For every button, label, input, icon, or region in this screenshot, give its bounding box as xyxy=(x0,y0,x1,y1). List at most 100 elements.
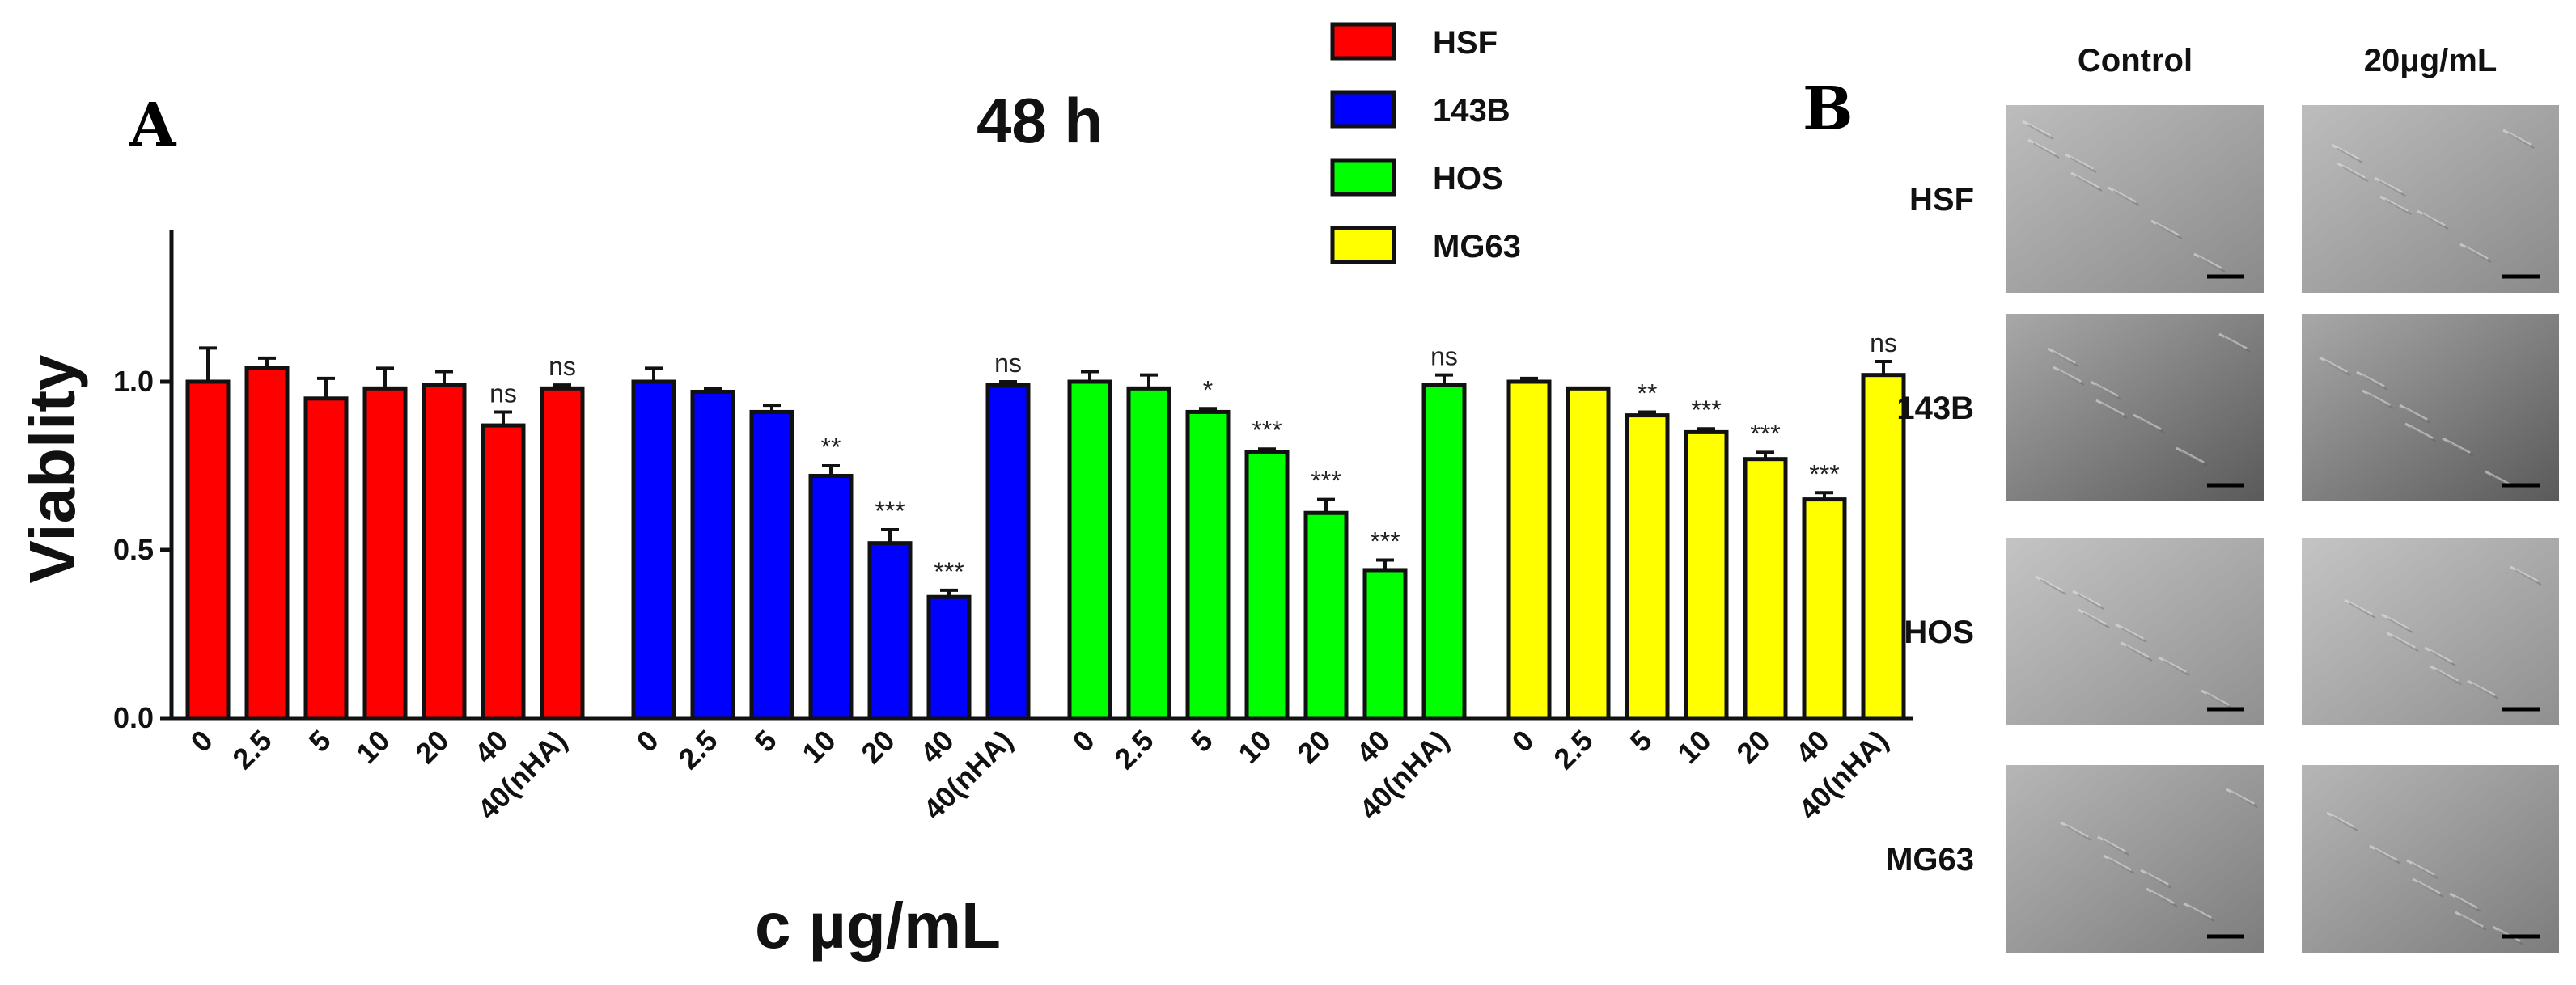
micrograph-image xyxy=(2006,765,2264,953)
x-tick-label: 0 xyxy=(1506,724,1540,759)
significance-label: *** xyxy=(1311,467,1341,496)
x-tick-label: 20 xyxy=(1730,724,1776,770)
x-tick-label: 20 xyxy=(409,724,455,770)
bar xyxy=(1067,379,1112,721)
x-tick-label: 40 xyxy=(1789,724,1835,770)
bar xyxy=(1506,379,1552,721)
significance-label: ns xyxy=(994,349,1022,378)
bar xyxy=(631,379,676,721)
bar xyxy=(1185,409,1231,721)
x-tick-label: 20 xyxy=(854,724,900,770)
x-tick-label: 5 xyxy=(748,724,783,759)
x-tick-label: 5 xyxy=(303,724,337,759)
micrograph-panel: Control 20μg/mL HSF 143B HOS MG63 xyxy=(1886,43,2559,953)
x-tick-label: 2.5 xyxy=(1108,724,1159,776)
legend-label: MG63 xyxy=(1433,229,1521,264)
bar xyxy=(1625,413,1670,721)
significance-label: *** xyxy=(934,557,964,586)
x-tick-label: 10 xyxy=(1671,724,1717,770)
legend-label: HOS xyxy=(1433,161,1503,197)
x-tick-label: 10 xyxy=(795,724,841,770)
x-tick-label: 40 xyxy=(1349,724,1396,770)
y-tick-label: 0.5 xyxy=(113,533,154,566)
significance-label: ns xyxy=(549,352,576,381)
panel-b-letter: B xyxy=(1803,74,1854,144)
x-tick-label: 5 xyxy=(1624,724,1659,759)
x-tick-label: 2.5 xyxy=(672,724,723,776)
legend-swatch-hos xyxy=(1330,158,1396,197)
bar xyxy=(749,409,794,721)
x-tick-label: 0 xyxy=(1066,724,1101,759)
significance-label: ns xyxy=(1870,328,1897,357)
significance-label: * xyxy=(1203,375,1213,404)
x-tick-label: 10 xyxy=(350,724,396,770)
bar xyxy=(690,389,735,721)
significance-label: *** xyxy=(1370,526,1400,556)
micrograph-row-label: MG63 xyxy=(1886,842,1974,877)
x-tick-label: 40 xyxy=(468,724,514,770)
bar xyxy=(362,386,408,721)
significance-label: ** xyxy=(1638,378,1658,408)
legend: HSF 143B HOS MG63 xyxy=(1330,22,1521,264)
bar xyxy=(985,383,1031,721)
micrograph-image xyxy=(2006,314,2264,501)
legend-label: HSF xyxy=(1433,25,1498,61)
legend-swatch-143b xyxy=(1330,90,1396,129)
micrograph-image xyxy=(2302,538,2559,725)
bar xyxy=(540,386,585,721)
micrograph-column-label: 20μg/mL xyxy=(2364,43,2498,78)
bar xyxy=(867,541,913,721)
micrograph-image xyxy=(2006,105,2264,293)
y-axis-label: Viablity xyxy=(16,354,88,584)
panel-a-letter: A xyxy=(129,91,177,160)
micrograph-row-label: HSF xyxy=(1909,182,1974,218)
legend-swatch-mg63 xyxy=(1330,226,1396,264)
y-tick-label: 0.0 xyxy=(113,701,154,734)
x-tick-label: 40 xyxy=(913,724,960,770)
bar xyxy=(1421,383,1467,721)
y-tick-label: 1.0 xyxy=(113,365,154,398)
bar xyxy=(1362,568,1408,721)
bar xyxy=(244,366,290,721)
micrograph-image xyxy=(2302,314,2559,501)
micrograph-row-label: HOS xyxy=(1904,615,1974,650)
bar xyxy=(422,383,467,721)
significance-label: *** xyxy=(1691,395,1721,425)
significance-label: ns xyxy=(1430,342,1458,371)
bar xyxy=(303,396,349,721)
micrograph-image xyxy=(2302,765,2559,953)
significance-label: *** xyxy=(875,497,905,526)
bar xyxy=(1126,386,1171,721)
x-tick-label: 0 xyxy=(184,724,219,759)
chart-title: 48 h xyxy=(977,85,1103,156)
bar xyxy=(926,594,972,721)
micrograph-column-label: Control xyxy=(2078,43,2193,78)
bar xyxy=(1303,510,1349,721)
bar xyxy=(1244,450,1290,721)
bar xyxy=(1684,429,1729,721)
bar xyxy=(185,379,231,721)
significance-label: *** xyxy=(1809,459,1839,488)
x-tick-label: 20 xyxy=(1290,724,1337,770)
significance-label: *** xyxy=(1750,419,1780,448)
x-axis-label: c µg/mL xyxy=(755,890,1001,962)
bar xyxy=(1743,457,1788,721)
bar xyxy=(1861,373,1906,721)
x-tick-label: 10 xyxy=(1231,724,1277,770)
x-tick-label: 2.5 xyxy=(1547,724,1599,776)
legend-swatch-hsf xyxy=(1330,22,1396,61)
x-tick-label: 2.5 xyxy=(226,724,278,776)
significance-label: *** xyxy=(1252,416,1282,445)
significance-label: ** xyxy=(821,433,841,462)
bar xyxy=(1566,386,1611,721)
bar xyxy=(1802,497,1847,721)
micrograph-image xyxy=(2302,105,2559,293)
micrograph-row-label: 143B xyxy=(1896,391,1974,426)
bar xyxy=(481,423,526,721)
